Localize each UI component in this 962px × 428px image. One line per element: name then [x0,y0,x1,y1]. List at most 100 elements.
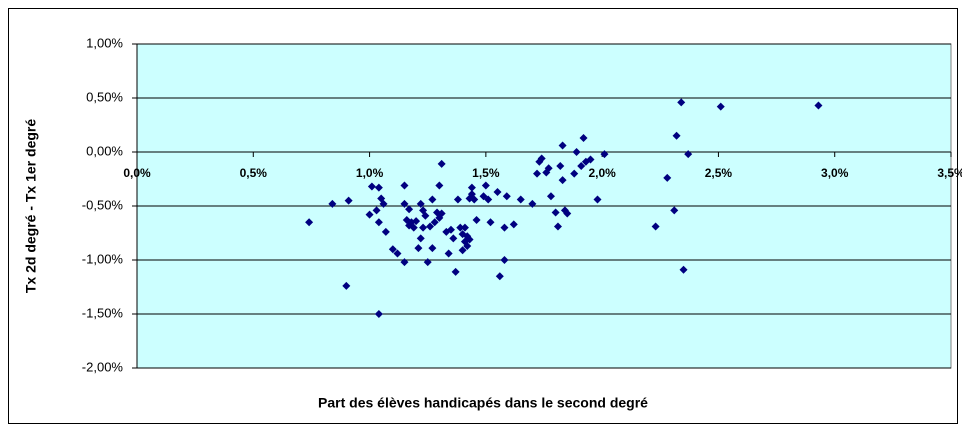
y-axis-title: Tx 2d degré - Tx 1er degré [23,119,39,293]
point [472,216,481,225]
point [546,192,555,201]
point [416,199,425,208]
point [672,131,681,140]
point [684,150,693,159]
point [493,187,502,196]
point [458,246,467,255]
point [486,218,495,227]
point [381,227,390,236]
point [428,195,437,204]
point [663,173,672,182]
point [344,196,353,205]
point [400,258,409,267]
point [572,148,581,156]
point [305,218,314,227]
point [467,183,476,192]
x-tick-label: 3,5% [937,166,962,180]
point [484,195,493,204]
point [600,150,609,159]
point [470,195,479,204]
point [651,222,660,231]
point [563,209,572,218]
point [551,208,560,217]
point [419,223,428,232]
point [416,234,425,243]
point [500,256,509,264]
y-tick-label: -1,00% [82,251,124,266]
x-tick-label: 2,5% [705,166,733,180]
point [446,225,455,234]
point [451,267,460,276]
point [465,235,474,244]
y-tick-label: -2,00% [82,359,124,374]
point [716,102,725,111]
point [367,182,376,191]
point [400,181,409,190]
point [577,162,586,171]
point [593,195,602,204]
point [430,218,439,227]
point [537,154,546,163]
point [544,164,553,173]
point [374,183,383,192]
point [435,181,444,190]
point [342,281,351,290]
y-tick-label: 1,00% [86,35,123,50]
point [449,234,458,243]
point [579,133,588,142]
point [570,169,579,178]
point [481,181,490,190]
point [516,195,525,204]
point [500,223,509,232]
point [374,310,383,318]
x-tick-label: 3,0% [821,166,849,180]
x-tick-label: 1,0% [356,166,384,180]
point [509,220,518,229]
y-tick-label: -0,50% [82,197,124,212]
point [365,210,374,219]
point [405,205,414,214]
point [460,223,469,232]
y-tick-label: 0,00% [86,143,123,158]
point [679,265,688,274]
point [533,169,542,178]
point [670,206,679,215]
point [372,206,381,215]
point [586,155,595,164]
point [437,209,446,218]
x-tick-label: 0,5% [240,166,268,180]
point [423,258,432,267]
point [553,222,562,231]
point [426,222,435,231]
point [453,195,462,204]
x-axis-title: Part des élèves handicapés dans le secon… [318,395,648,411]
point [393,249,402,258]
point [428,244,437,253]
point [400,199,409,208]
point [412,217,421,226]
point [388,245,397,254]
point [495,272,504,281]
point [814,101,823,110]
point [558,176,567,185]
x-tick-label: 2,0% [588,166,616,180]
point [421,211,430,220]
point [556,162,565,171]
point [463,241,472,250]
point [379,199,388,208]
point [328,199,337,208]
y-tick-label: 0,50% [86,89,123,104]
point [456,223,465,232]
point [502,192,511,201]
point [409,223,418,232]
point [558,141,567,150]
x-tick-label: 1,5% [472,166,500,180]
x-tick-label: 0,0% [123,166,151,180]
point [374,218,383,227]
point [528,199,537,208]
point [444,249,453,258]
point [414,244,423,253]
y-tick-label: -1,50% [82,305,124,320]
point [437,159,446,168]
